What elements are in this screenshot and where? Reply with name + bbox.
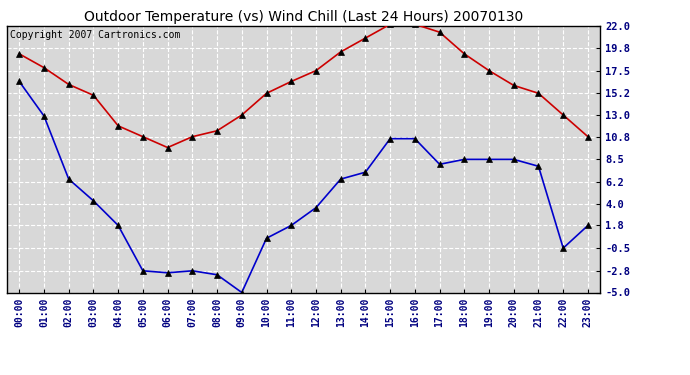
Title: Outdoor Temperature (vs) Wind Chill (Last 24 Hours) 20070130: Outdoor Temperature (vs) Wind Chill (Las… [84,10,523,24]
Text: Copyright 2007 Cartronics.com: Copyright 2007 Cartronics.com [10,30,180,40]
